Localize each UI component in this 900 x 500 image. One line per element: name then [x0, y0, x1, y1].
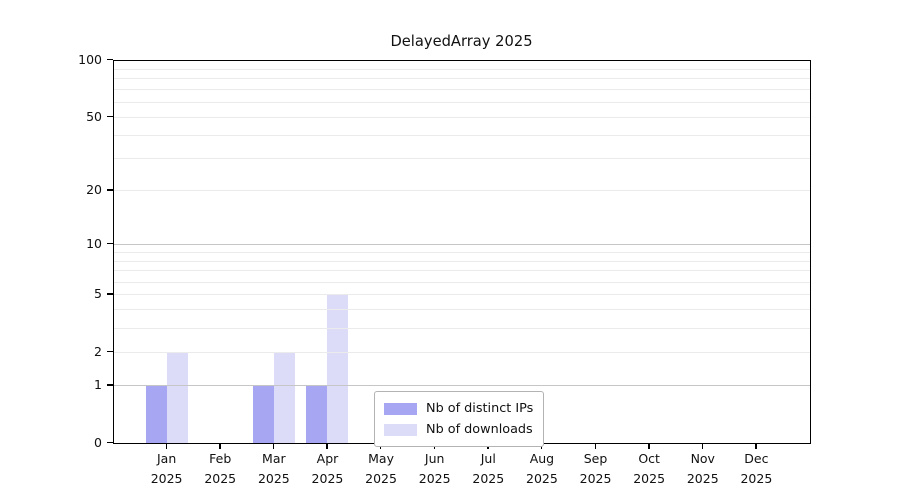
x-tick-label-month: Sep	[583, 451, 608, 466]
gridline-minor	[113, 260, 810, 262]
bar-distinct-ips-mar	[252, 385, 274, 443]
legend: Nb of distinct IPs Nb of downloads	[374, 391, 545, 447]
gridline-minor	[113, 134, 810, 136]
legend-item-distinct-ips: Nb of distinct IPs	[384, 398, 533, 419]
gridline-minor	[113, 251, 810, 253]
y-tick-label: 1	[94, 377, 102, 393]
x-tick-label: Sep 2025	[566, 449, 626, 488]
x-tick-label-month: Apr	[316, 451, 339, 466]
x-tick-mark	[594, 443, 596, 449]
gridline-minor	[113, 327, 810, 329]
bar-downloads-jan	[166, 351, 188, 443]
x-tick-label-year: 2025	[740, 470, 773, 486]
gridline-minor	[113, 78, 810, 80]
bar-downloads-mar	[273, 351, 295, 443]
gridline-minor	[113, 190, 810, 192]
y-tick-mark	[107, 243, 113, 245]
x-tick-label-year: 2025	[257, 470, 290, 486]
x-tick-label-month: Jun	[424, 451, 445, 466]
gridline-minor	[113, 270, 810, 272]
x-tick-label: May 2025	[351, 449, 411, 488]
chart-title: DelayedArray 2025	[390, 33, 533, 50]
x-tick-label-year: 2025	[633, 470, 666, 486]
bar-distinct-ips-apr	[306, 385, 328, 443]
x-tick-label-month: Jan	[156, 451, 177, 466]
x-tick-label-month: May	[368, 451, 394, 466]
y-tick-label: 2	[94, 343, 102, 359]
y-tick-mark	[107, 384, 113, 386]
x-tick-label-month: Nov	[690, 451, 715, 466]
x-tick-label: Jul 2025	[458, 449, 518, 488]
x-tick-mark	[219, 443, 221, 449]
x-tick-label: Mar 2025	[244, 449, 304, 488]
x-tick-label: Jan 2025	[137, 449, 197, 488]
gridline-major	[113, 60, 810, 61]
bar-downloads-apr	[327, 294, 349, 443]
gridline-minor	[113, 281, 810, 283]
gridline-minor	[113, 158, 810, 160]
bar-distinct-ips-jan	[145, 385, 167, 443]
x-tick-label-year: 2025	[526, 470, 558, 486]
x-tick-label-year: 2025	[472, 470, 505, 486]
x-tick-label-year: 2025	[204, 470, 237, 486]
y-tick-mark	[107, 442, 113, 444]
gridline-minor	[113, 68, 810, 70]
x-tick-label-month: Feb	[209, 451, 232, 466]
legend-swatch-downloads	[384, 423, 417, 436]
x-tick-label: Aug 2025	[512, 449, 572, 488]
x-tick-label: Oct 2025	[619, 449, 679, 488]
y-tick-mark	[107, 350, 113, 353]
gridline-minor	[113, 89, 810, 91]
x-tick-mark	[326, 443, 328, 449]
x-tick-label-month: Aug	[529, 451, 555, 466]
x-tick-label-year: 2025	[418, 470, 451, 486]
gridline-minor	[113, 294, 810, 296]
legend-swatch-distinct-ips	[384, 402, 417, 415]
gridline-major	[113, 244, 810, 245]
y-tick-label: 0	[94, 435, 102, 450]
y-tick-mark	[107, 189, 113, 191]
x-tick-label: Dec 2025	[726, 449, 786, 488]
x-tick-label-year: 2025	[686, 470, 719, 486]
x-tick-label-month: Oct	[638, 451, 660, 466]
gridline-minor	[113, 116, 810, 118]
plot-area	[113, 60, 810, 443]
x-tick-label: Jun 2025	[405, 449, 465, 488]
x-tick-label-month: Mar	[262, 451, 286, 466]
x-tick-mark	[272, 443, 275, 449]
x-tick-label-year: 2025	[150, 470, 183, 486]
legend-item-downloads: Nb of downloads	[384, 419, 533, 440]
y-tick-label: 20	[86, 182, 102, 198]
x-tick-label-year: 2025	[579, 470, 612, 486]
legend-label-downloads: Nb of downloads	[426, 422, 533, 437]
x-tick-label: Feb 2025	[190, 449, 250, 488]
gridline-major	[113, 385, 810, 387]
x-tick-mark	[701, 443, 704, 449]
gridline-minor	[113, 351, 810, 353]
gridline-minor	[113, 309, 810, 311]
x-tick-mark	[755, 443, 757, 449]
y-tick-label: 10	[86, 236, 102, 251]
y-tick-mark	[107, 115, 113, 118]
y-tick-label: 50	[86, 108, 102, 124]
y-tick-mark	[107, 59, 113, 61]
gridline-minor	[113, 101, 810, 103]
x-tick-label-year: 2025	[365, 470, 397, 486]
y-tick-label: 100	[78, 52, 102, 67]
x-tick-label: Apr 2025	[297, 449, 357, 488]
legend-label-distinct-ips: Nb of distinct IPs	[426, 401, 534, 416]
y-tick-mark	[107, 293, 113, 295]
x-tick-mark	[165, 443, 167, 449]
x-tick-label-month: Jul	[480, 451, 496, 466]
x-tick-label: Nov 2025	[673, 449, 733, 488]
x-tick-mark	[648, 443, 650, 449]
x-tick-label-month: Dec	[744, 451, 769, 466]
x-tick-label-year: 2025	[311, 470, 344, 486]
y-tick-label: 5	[94, 286, 102, 302]
